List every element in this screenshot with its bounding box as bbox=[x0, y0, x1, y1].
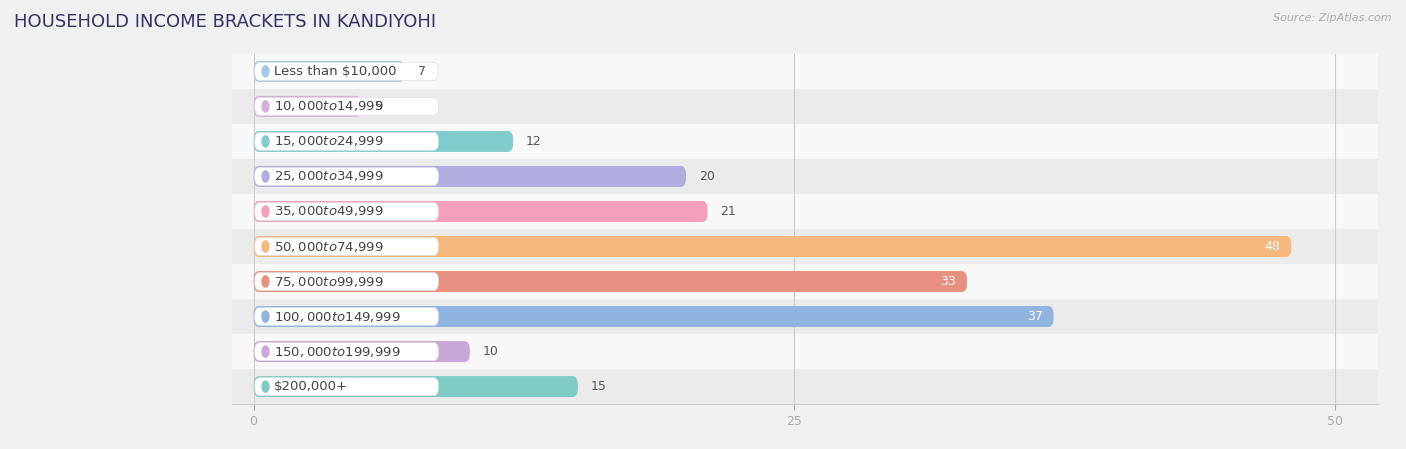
Text: $75,000 to $99,999: $75,000 to $99,999 bbox=[274, 274, 384, 289]
Circle shape bbox=[262, 171, 269, 182]
FancyBboxPatch shape bbox=[253, 131, 513, 152]
FancyBboxPatch shape bbox=[211, 194, 1406, 229]
FancyBboxPatch shape bbox=[211, 369, 1406, 404]
Text: 5: 5 bbox=[374, 100, 382, 113]
FancyBboxPatch shape bbox=[253, 271, 967, 292]
Text: 48: 48 bbox=[1265, 240, 1281, 253]
Text: $25,000 to $34,999: $25,000 to $34,999 bbox=[274, 169, 384, 184]
Text: $10,000 to $14,999: $10,000 to $14,999 bbox=[274, 99, 384, 114]
FancyBboxPatch shape bbox=[254, 343, 439, 361]
Circle shape bbox=[262, 311, 269, 322]
FancyBboxPatch shape bbox=[253, 61, 405, 82]
Text: 15: 15 bbox=[591, 380, 607, 393]
Circle shape bbox=[262, 276, 269, 287]
FancyBboxPatch shape bbox=[211, 89, 1406, 124]
Text: 37: 37 bbox=[1026, 310, 1043, 323]
Text: $150,000 to $199,999: $150,000 to $199,999 bbox=[274, 344, 401, 359]
FancyBboxPatch shape bbox=[211, 124, 1406, 159]
Circle shape bbox=[262, 101, 269, 112]
FancyBboxPatch shape bbox=[253, 236, 1291, 257]
Text: 10: 10 bbox=[482, 345, 499, 358]
Text: $100,000 to $149,999: $100,000 to $149,999 bbox=[274, 309, 401, 324]
FancyBboxPatch shape bbox=[211, 299, 1406, 334]
Text: Source: ZipAtlas.com: Source: ZipAtlas.com bbox=[1274, 13, 1392, 23]
FancyBboxPatch shape bbox=[253, 376, 578, 397]
Text: $50,000 to $74,999: $50,000 to $74,999 bbox=[274, 239, 384, 254]
FancyBboxPatch shape bbox=[211, 264, 1406, 299]
FancyBboxPatch shape bbox=[254, 167, 439, 185]
FancyBboxPatch shape bbox=[253, 341, 470, 362]
FancyBboxPatch shape bbox=[254, 202, 439, 220]
Text: $15,000 to $24,999: $15,000 to $24,999 bbox=[274, 134, 384, 149]
FancyBboxPatch shape bbox=[253, 166, 686, 187]
Circle shape bbox=[262, 381, 269, 392]
Text: 21: 21 bbox=[721, 205, 737, 218]
FancyBboxPatch shape bbox=[254, 97, 439, 115]
Text: 20: 20 bbox=[699, 170, 714, 183]
FancyBboxPatch shape bbox=[254, 62, 439, 80]
Text: 33: 33 bbox=[941, 275, 956, 288]
FancyBboxPatch shape bbox=[254, 132, 439, 150]
FancyBboxPatch shape bbox=[254, 273, 439, 291]
Text: 7: 7 bbox=[418, 65, 426, 78]
FancyBboxPatch shape bbox=[254, 378, 439, 396]
Circle shape bbox=[262, 66, 269, 77]
FancyBboxPatch shape bbox=[253, 201, 707, 222]
Circle shape bbox=[262, 241, 269, 252]
FancyBboxPatch shape bbox=[254, 238, 439, 255]
FancyBboxPatch shape bbox=[253, 96, 361, 117]
Text: $35,000 to $49,999: $35,000 to $49,999 bbox=[274, 204, 384, 219]
Text: Less than $10,000: Less than $10,000 bbox=[274, 65, 396, 78]
FancyBboxPatch shape bbox=[211, 229, 1406, 264]
Text: $200,000+: $200,000+ bbox=[274, 380, 349, 393]
FancyBboxPatch shape bbox=[211, 54, 1406, 89]
FancyBboxPatch shape bbox=[211, 159, 1406, 194]
FancyBboxPatch shape bbox=[254, 308, 439, 326]
Circle shape bbox=[262, 206, 269, 217]
Text: HOUSEHOLD INCOME BRACKETS IN KANDIYOHI: HOUSEHOLD INCOME BRACKETS IN KANDIYOHI bbox=[14, 13, 436, 31]
FancyBboxPatch shape bbox=[211, 334, 1406, 369]
Circle shape bbox=[262, 346, 269, 357]
FancyBboxPatch shape bbox=[253, 306, 1053, 327]
Text: 12: 12 bbox=[526, 135, 541, 148]
Circle shape bbox=[262, 136, 269, 147]
